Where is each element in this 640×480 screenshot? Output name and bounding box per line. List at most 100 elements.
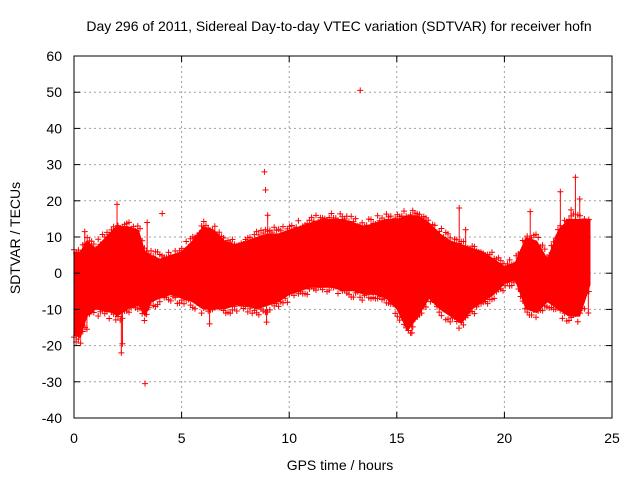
x-tick-label: 10 <box>281 430 297 446</box>
data-point <box>354 288 361 295</box>
data-point <box>559 315 566 322</box>
data-point <box>491 295 498 302</box>
data-point <box>282 230 289 237</box>
y-tick-label: 40 <box>46 120 62 136</box>
data-point <box>535 234 542 241</box>
data-point <box>416 211 423 218</box>
data-point <box>319 286 326 293</box>
data-point <box>541 246 548 253</box>
data-point <box>471 243 478 250</box>
data-point <box>148 247 154 254</box>
data-point <box>141 317 148 324</box>
data-point <box>110 311 117 318</box>
data-point <box>150 253 157 260</box>
data-point <box>363 290 370 297</box>
data-point <box>156 298 163 305</box>
chart-title: Day 296 of 2011, Sidereal Day-to-day VTE… <box>86 18 591 34</box>
data-point <box>460 321 467 328</box>
data-point <box>280 223 286 230</box>
data-point <box>95 313 102 320</box>
data-point <box>288 222 295 229</box>
data-point <box>585 216 592 223</box>
y-tick-label: 60 <box>46 48 62 64</box>
data-point <box>247 305 253 312</box>
data-point <box>260 230 267 237</box>
data-point <box>436 228 443 235</box>
y-tick-label: 30 <box>46 157 62 173</box>
x-axis-label: GPS time / hours <box>287 457 394 473</box>
data-point <box>363 222 370 229</box>
data-point <box>200 218 207 225</box>
outlier-point <box>264 212 271 219</box>
data-point <box>352 215 359 222</box>
data-layer <box>71 87 592 387</box>
data-point <box>332 283 339 290</box>
data-point <box>394 313 401 320</box>
ticks <box>73 55 613 419</box>
data-point <box>97 241 104 248</box>
x-tick-label: 20 <box>497 430 513 446</box>
data-point <box>139 237 146 244</box>
data-point <box>198 223 205 230</box>
data-point <box>438 225 445 232</box>
data-point <box>557 307 564 314</box>
data-point <box>467 246 473 253</box>
data-point <box>517 249 524 256</box>
data-point <box>220 234 227 241</box>
data-point <box>293 224 300 231</box>
data-point <box>137 225 143 232</box>
data-point <box>451 314 458 321</box>
y-axis-label: SDTVAR / TECUs <box>7 182 23 294</box>
data-point <box>222 240 229 247</box>
data-point <box>572 311 579 318</box>
data-point <box>203 304 209 311</box>
outlier-point <box>557 188 564 195</box>
data-point <box>440 234 447 241</box>
data-point <box>522 305 528 312</box>
data-point <box>167 297 174 304</box>
data-point <box>233 308 240 315</box>
data-point <box>308 214 315 221</box>
outlier-point <box>572 174 579 181</box>
data-point <box>269 299 275 306</box>
data-point <box>229 306 236 313</box>
data-point <box>255 311 262 318</box>
data-point <box>99 306 106 313</box>
data-point <box>106 315 113 322</box>
data-point <box>185 296 192 303</box>
data-point <box>566 216 572 223</box>
data-point <box>401 208 407 215</box>
data-point <box>165 249 172 256</box>
data-point <box>75 247 82 254</box>
outlier-point <box>263 319 270 326</box>
data-point <box>174 251 181 258</box>
data-point <box>139 310 146 317</box>
data-point <box>328 210 335 217</box>
data-point <box>172 294 179 301</box>
data-point <box>196 230 203 237</box>
data-point <box>229 236 236 243</box>
y-tick-label: -30 <box>42 374 62 390</box>
data-point <box>145 250 152 257</box>
data-point <box>324 218 330 225</box>
data-point <box>211 223 218 230</box>
data-point <box>196 301 203 308</box>
data-point <box>577 310 583 317</box>
tick-labels: 0 5 10 15 20 25 -40 -30 -20 -10 0 10 20 30 40 50 60 <box>42 48 620 446</box>
data-point <box>506 256 513 263</box>
data-point <box>310 218 317 225</box>
data-point <box>398 314 405 321</box>
outlier-point <box>142 380 149 387</box>
data-point <box>447 234 454 241</box>
data-point <box>359 219 366 226</box>
data-point <box>431 222 438 229</box>
data-point <box>517 293 524 300</box>
data-point <box>132 228 139 235</box>
data-point <box>335 290 341 297</box>
data-point <box>464 312 471 319</box>
outlier-point <box>576 195 583 202</box>
data-point <box>574 318 581 325</box>
data-point <box>438 312 445 319</box>
data-point <box>293 287 300 294</box>
data-point <box>511 261 517 268</box>
